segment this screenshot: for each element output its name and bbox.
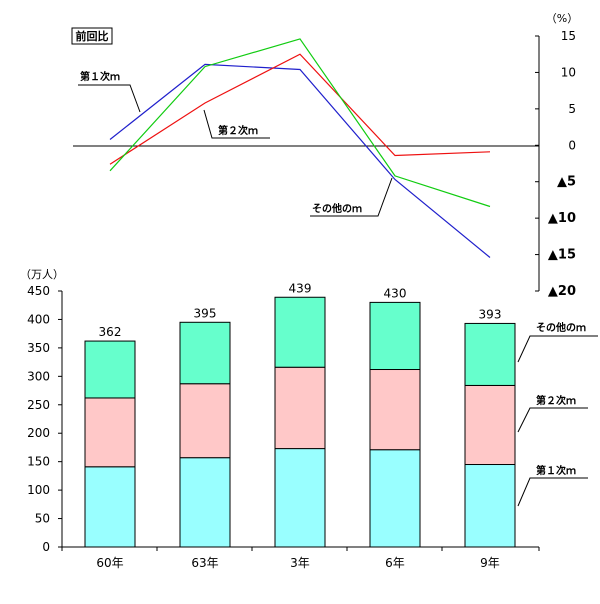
bar-category-label: 9年 <box>480 556 500 570</box>
line-chart-y-tick-label: ▲10 <box>548 211 576 226</box>
bar-category-label: 6年 <box>385 556 405 570</box>
line-chart-title: 前回比 <box>76 29 109 43</box>
callout-bar-first-label: 第１次ｍ <box>536 464 576 477</box>
bar-segment-1-3 <box>84 340 136 399</box>
bar-category-label: 3年 <box>290 556 310 570</box>
callout-line-second: 第２次ｍ <box>203 109 270 139</box>
callout-bar-second-label: 第２次ｍ <box>536 394 576 407</box>
bar-chart-y-ticks: 0 50 100 150 200 250 300 350 400 450 <box>27 284 62 554</box>
bar-segment-4-1 <box>369 449 421 548</box>
bar-chart-y-tick-label: 350 <box>27 341 50 355</box>
line-chart-series <box>109 38 491 258</box>
line-chart-y-tick-label: 5 <box>568 102 576 116</box>
bar-chart: （万人） 0 50 100 150 200 250 300 350 400 450 60年 63年 3… <box>20 268 598 570</box>
bar-chart-x-ticks <box>61 547 540 551</box>
bar-chart-bars <box>84 296 516 548</box>
bar-chart-category-labels: 60年 63年 3年 6年 9年 <box>96 556 499 570</box>
callout-line-first: 第１次ｍ <box>78 70 141 113</box>
bar-chart-y-tick-label: 150 <box>27 455 50 469</box>
line-chart: 前回比 （%） 15 10 5 0 ▲5 ▲10 ▲15 ▲20 第１次ｍ 第２次ｍ その他の… <box>71 12 578 299</box>
bar-chart-y-tick-label: 50 <box>35 512 50 526</box>
callout-bar-first: 第１次ｍ <box>517 464 588 507</box>
bar-category-label: 60年 <box>96 556 123 570</box>
bar-chart-y-tick-label: 400 <box>27 312 50 326</box>
bar-chart-y-tick-label: 0 <box>42 540 50 554</box>
bar-segment-5-1 <box>464 464 516 548</box>
callout-line-other: その他のｍ <box>310 177 393 217</box>
bar-chart-y-tick-label: 100 <box>27 483 50 497</box>
bar-total-label: 362 <box>99 325 122 339</box>
line-series-1 <box>109 63 491 258</box>
bar-segment-1-1 <box>84 466 136 548</box>
bar-segment-5-2 <box>464 384 516 466</box>
line-chart-y-tick-label: 10 <box>561 65 576 79</box>
bar-chart-total-labels: 362 395 439 430 393 <box>99 281 502 339</box>
line-chart-y-tick-label: ▲5 <box>557 175 576 190</box>
bar-chart-y-tick-label: 200 <box>27 426 50 440</box>
callout-line-second-label: 第２次ｍ <box>218 124 258 137</box>
bar-total-label: 439 <box>289 281 312 295</box>
line-chart-y-tick-label: ▲15 <box>548 248 576 263</box>
bar-segment-2-2 <box>179 383 231 459</box>
bar-total-label: 430 <box>384 286 407 300</box>
bar-chart-y-tick-label: 300 <box>27 369 50 383</box>
line-chart-y-tick-label: ▲20 <box>548 284 576 299</box>
callout-line-other-label: その他のｍ <box>312 202 362 215</box>
line-chart-y-unit: （%） <box>546 12 578 25</box>
callout-bar-second: 第２次ｍ <box>517 394 588 433</box>
line-series-2 <box>109 53 491 165</box>
callout-line-first-label: 第１次ｍ <box>80 70 120 83</box>
line-chart-y-tick-label: 15 <box>561 29 576 43</box>
bar-category-label: 63年 <box>191 556 218 570</box>
bar-chart-y-tick-label: 250 <box>27 398 50 412</box>
bar-total-label: 395 <box>194 306 217 320</box>
bar-segment-1-2 <box>84 397 136 468</box>
bar-total-label: 393 <box>479 307 502 321</box>
callout-bar-other-label: その他のｍ <box>536 321 586 334</box>
bar-segment-4-2 <box>369 369 421 451</box>
bar-segment-3-3 <box>274 296 326 368</box>
bar-segment-2-1 <box>179 457 231 548</box>
bar-chart-y-unit: （万人） <box>20 268 64 281</box>
bar-segment-4-3 <box>369 301 421 371</box>
bar-segment-2-3 <box>179 321 231 385</box>
bar-chart-y-tick-label: 450 <box>27 284 50 298</box>
line-chart-title-box <box>71 27 113 45</box>
line-series-3 <box>109 38 491 208</box>
callout-bar-other: その他のｍ <box>517 321 598 363</box>
line-chart-y-tick-label: 0 <box>568 138 576 152</box>
bar-segment-3-1 <box>274 448 326 548</box>
bar-segment-3-2 <box>274 366 326 450</box>
bar-segment-5-3 <box>464 322 516 386</box>
line-chart-y-ticks: 15 10 5 0 ▲5 ▲10 ▲15 ▲20 <box>535 29 576 299</box>
